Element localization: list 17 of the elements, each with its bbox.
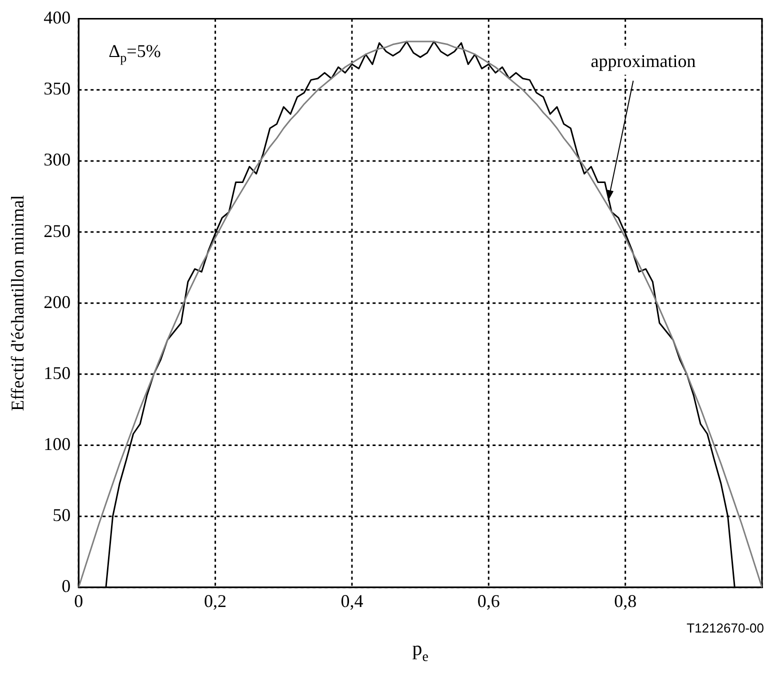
x-tick-label: 0,2 xyxy=(204,590,227,611)
x-tick-label: 0,4 xyxy=(340,590,364,611)
y-tick-label: 400 xyxy=(44,8,71,28)
x-tick-label: 0 xyxy=(74,590,84,611)
x-tick-label: 0,8 xyxy=(614,590,637,611)
y-tick-label: 200 xyxy=(44,292,71,312)
x-tick-label: 0,6 xyxy=(477,590,500,611)
y-tick-label: 300 xyxy=(44,150,71,170)
annotation: approximation xyxy=(590,50,696,71)
text: T1212670-00 xyxy=(686,620,764,636)
y-axis-title: Effectif d'échantillon minimal xyxy=(8,195,28,412)
y-tick-label: 350 xyxy=(44,78,71,99)
y-tick-label: 50 xyxy=(52,505,71,526)
y-tick-label: 0 xyxy=(62,576,71,596)
y-tick-label: 100 xyxy=(44,434,71,454)
y-tick-label: 150 xyxy=(44,362,71,383)
y-tick-label: 250 xyxy=(44,220,71,241)
